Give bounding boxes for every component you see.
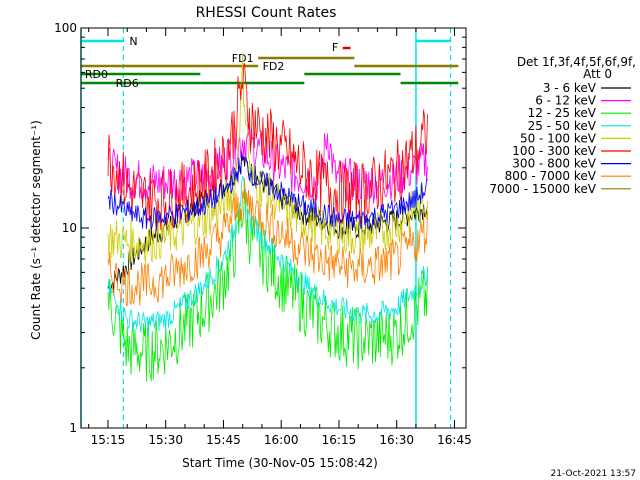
- legend-entry-label: 7000 - 15000 keV: [489, 182, 596, 196]
- legend-entry-label: 3 - 6 keV: [543, 81, 597, 95]
- x-tick-label: 15:15: [91, 433, 126, 447]
- series-line-6: [107, 151, 428, 231]
- legend-entry-label: 50 - 100 keV: [520, 131, 597, 145]
- timestamp: 21-Oct-2021 13:57: [551, 469, 636, 479]
- y-tick-label: 1: [69, 421, 77, 435]
- series-line-5: [107, 63, 428, 231]
- x-tick-label: 16:30: [379, 433, 414, 447]
- legend-entry-label: 800 - 7000 keV: [505, 169, 597, 183]
- x-tick-label: 16:45: [437, 433, 472, 447]
- series-line-2: [107, 188, 428, 382]
- x-tick-label: 15:45: [206, 433, 241, 447]
- chart-title: RHESSI Count Rates: [196, 5, 337, 21]
- series-line-3: [107, 176, 428, 336]
- flag-label-rd6: RD6: [116, 77, 139, 90]
- series-line-7: [107, 178, 428, 307]
- flag-label-f: F: [332, 41, 338, 54]
- legend-entry-label: 100 - 300 keV: [512, 144, 596, 158]
- x-tick-label: 16:00: [264, 433, 299, 447]
- legend-entry-label: 25 - 50 keV: [528, 119, 597, 133]
- y-tick-label: 10: [62, 221, 77, 235]
- x-tick-label: 15:30: [148, 433, 183, 447]
- flag-label-rd0: RD0: [85, 68, 108, 81]
- x-tick-label: 16:15: [322, 433, 357, 447]
- night-label: N: [129, 35, 137, 48]
- y-axis-label: Count Rate (s⁻¹ detector segment⁻¹): [29, 120, 43, 340]
- legend-header-line1: Det 1f,3f,4f,5f,6f,9f,: [517, 55, 636, 69]
- x-axis-label: Start Time (30-Nov-05 15:08:42): [182, 456, 378, 470]
- series-line-1: [107, 124, 428, 204]
- legend-header-line2: Att 0: [583, 67, 612, 81]
- legend-entry-label: 6 - 12 keV: [535, 94, 597, 108]
- y-tick-label: 100: [54, 21, 77, 35]
- flag-label-fd2: FD2: [263, 60, 285, 73]
- legend-entry-label: 300 - 800 keV: [512, 157, 596, 171]
- legend-entry-label: 12 - 25 keV: [528, 106, 597, 120]
